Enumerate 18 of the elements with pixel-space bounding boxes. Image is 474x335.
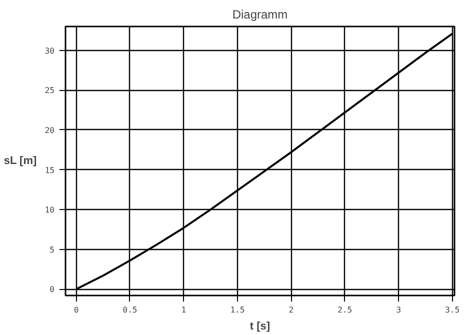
- y-tick-label: 10: [44, 206, 55, 215]
- x-tick-label: 2.5: [338, 306, 352, 314]
- y-tick-label: 30: [44, 46, 55, 56]
- y-tick-label: 20: [44, 126, 55, 135]
- x-tick-label: 2: [288, 306, 294, 314]
- y-tick-label: 0: [50, 285, 55, 294]
- x-tick-label: 1: [181, 306, 186, 314]
- chart-title: Diagramm: [232, 8, 288, 22]
- x-tick-label: 3.5: [445, 306, 460, 314]
- x-tick-label: 1.5: [230, 306, 245, 314]
- x-tick-label: 3: [396, 306, 402, 314]
- y-axis-title: sL [m]: [4, 155, 38, 167]
- y-tick-label: 15: [44, 166, 55, 175]
- x-tick-label: 0: [74, 306, 79, 314]
- x-tick-label: 0.5: [122, 306, 138, 314]
- y-tick-label: 25: [44, 86, 55, 96]
- x-axis-title: t [s]: [250, 320, 270, 332]
- y-tick-label: 5: [50, 245, 55, 254]
